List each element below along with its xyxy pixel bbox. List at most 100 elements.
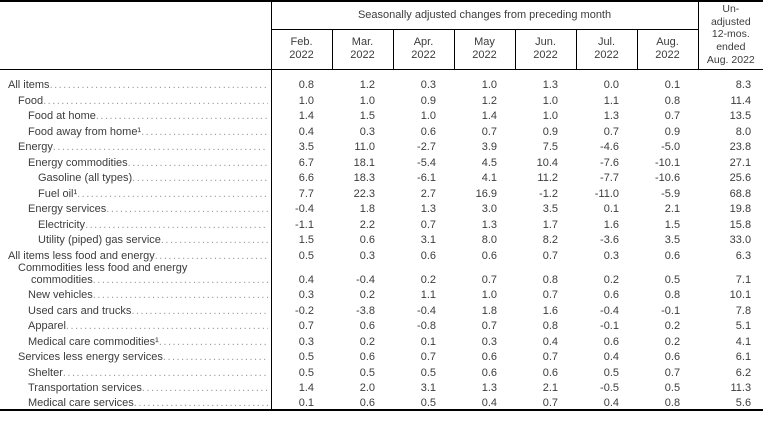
- value-cell: 0.6: [481, 351, 497, 363]
- dot-leader: [43, 95, 267, 107]
- value-cell: 3.5: [542, 203, 558, 215]
- value-cell: 7.7: [298, 187, 314, 200]
- value-cell: 7.8: [735, 304, 752, 317]
- value-cell: 0.6: [542, 366, 558, 379]
- value-cell: 0.7: [664, 366, 681, 379]
- value-cell: 1.4: [298, 110, 314, 122]
- table-row: Commodities less food and energy commodit…: [0, 261, 763, 286]
- value-cell: 1.3: [542, 79, 558, 91]
- row-label-text: Used cars and trucks: [28, 304, 132, 317]
- value-cell: 1.3: [481, 218, 497, 231]
- value-cell: 8.0: [735, 125, 752, 138]
- value-cell: 0.6: [664, 249, 681, 262]
- value-cell: 0.2: [359, 335, 375, 348]
- value-cell: 1.8: [481, 304, 497, 317]
- value-cell: -0.2: [295, 304, 314, 317]
- row-label-text: New vehicles: [28, 289, 93, 301]
- value-cell: -0.8: [417, 320, 436, 332]
- value-cell: 0.3: [603, 249, 619, 262]
- month-header-jun-2022: Jun. 2022: [514, 29, 576, 70]
- month-header-mar-2022: Mar. 2022: [331, 29, 393, 70]
- dot-leader: [93, 289, 268, 301]
- value-cell: 0.7: [420, 351, 436, 363]
- value-cell: 0.5: [603, 366, 619, 379]
- row-label: Transportation services: [0, 378, 272, 394]
- value-cell: 0.8: [664, 94, 681, 107]
- dot-leader: [163, 351, 268, 363]
- value-cell: 2.7: [420, 187, 436, 200]
- value-cell: 2.1: [542, 382, 558, 394]
- value-cell: 0.5: [298, 249, 314, 262]
- value-cell: 0.2: [420, 273, 436, 286]
- value-cell: 0.6: [481, 366, 497, 379]
- table-row: Energy 3.5 11.0 -2.7 3.9 7.5 -4.6 -5.0 23.8: [0, 137, 763, 153]
- value-cell: 0.7: [603, 125, 619, 138]
- value-cell: 6.7: [298, 156, 314, 169]
- row-label: Food: [0, 91, 272, 107]
- value-cell: 18.3: [353, 172, 375, 184]
- table-row: Services less energy services 0.5 0.6 0.7 0.…: [0, 347, 763, 363]
- row-label: Apparel: [0, 316, 272, 332]
- row-label-text: Apparel: [28, 320, 66, 332]
- row-label-text: Energy: [18, 141, 53, 153]
- table-row: Food 1.0 1.0 0.9 1.2 1.0 1.1 0.8 11.4: [0, 91, 763, 107]
- value-cell: 1.8: [359, 203, 375, 215]
- value-cell: 0.8: [542, 320, 558, 332]
- dot-leader: [134, 397, 268, 409]
- month-header-may-2022: May 2022: [453, 29, 515, 70]
- value-cell: 1.6: [603, 218, 619, 231]
- value-cell: 0.8: [298, 79, 314, 91]
- value-cell: 0.7: [542, 249, 558, 262]
- value-cell: 3.1: [420, 382, 436, 394]
- header-row-span: Seasonally adjusted changes from precedi…: [0, 1, 763, 70]
- table-row: Utility (piped) gas service 1.5 0.6 3.1 8.0 8…: [0, 230, 763, 246]
- value-cell: 0.6: [420, 125, 436, 138]
- value-cell: 11.2: [537, 172, 558, 184]
- cpi-data-table: Seasonally adjusted changes from precedi…: [0, 0, 763, 411]
- value-cell: 0.0: [603, 79, 619, 91]
- value-cell: 0.5: [298, 366, 314, 379]
- value-cell: 1.4: [481, 110, 497, 122]
- value-cell: -5.0: [661, 141, 681, 153]
- row-label-text: Medical care commodities¹: [28, 335, 159, 348]
- value-cell: -3.8: [356, 304, 375, 317]
- value-cell: 2.2: [359, 218, 375, 231]
- value-cell: 0.6: [359, 234, 375, 246]
- value-cell: 3.9: [481, 141, 497, 153]
- row-label-text: All items: [8, 79, 50, 91]
- month-header-feb-2022: Feb. 2022: [270, 29, 332, 70]
- value-cell: -0.4: [356, 273, 375, 286]
- value-cell: 0.1: [420, 335, 436, 348]
- value-cell: 13.5: [729, 110, 752, 122]
- value-cell: 6.3: [735, 249, 752, 262]
- value-cell: -0.4: [295, 203, 314, 215]
- row-label: Food away from home¹: [0, 122, 272, 138]
- value-cell: 10.4: [536, 156, 558, 169]
- value-cell: -1.1: [295, 218, 314, 231]
- row-label: Gasoline (all types): [0, 168, 272, 184]
- table-row: Fuel oil¹ 7.7 22.3 2.7 16.9 -1.2 -11.0 -5.9 68.8: [0, 184, 763, 200]
- table-row: Food at home 1.4 1.5 1.0 1.4 1.0 1.3 0.7 13.5: [0, 106, 763, 122]
- value-cell: 0.7: [664, 110, 681, 122]
- value-cell: 0.3: [420, 79, 436, 91]
- value-cell: 8.0: [481, 234, 497, 246]
- row-label: Energy services: [0, 199, 272, 215]
- value-cell: 0.4: [298, 273, 314, 286]
- table-row: Electricity -1.1 2.2 0.7 1.3 1.7 1.6 1.5 15.8: [0, 215, 763, 231]
- value-cell: 0.6: [603, 289, 619, 301]
- value-cell: 0.6: [481, 249, 497, 262]
- table-row: Transportation services 1.4 2.0 3.1 1.3 2.1 -0…: [0, 378, 763, 394]
- value-cell: 0.7: [542, 351, 558, 363]
- row-label: All items: [0, 69, 272, 91]
- value-cell: 0.5: [664, 273, 681, 286]
- value-cell: -11.0: [594, 187, 619, 200]
- value-cell: -2.7: [417, 141, 436, 153]
- value-cell: 22.3: [353, 187, 375, 200]
- value-cell: -5.4: [417, 156, 436, 169]
- value-cell: 1.6: [542, 304, 558, 317]
- value-cell: -3.6: [600, 234, 619, 246]
- value-cell: 3.5: [664, 234, 681, 246]
- value-cell: 0.8: [542, 273, 558, 286]
- dot-leader: [155, 250, 268, 262]
- row-label: Fuel oil¹: [0, 184, 272, 200]
